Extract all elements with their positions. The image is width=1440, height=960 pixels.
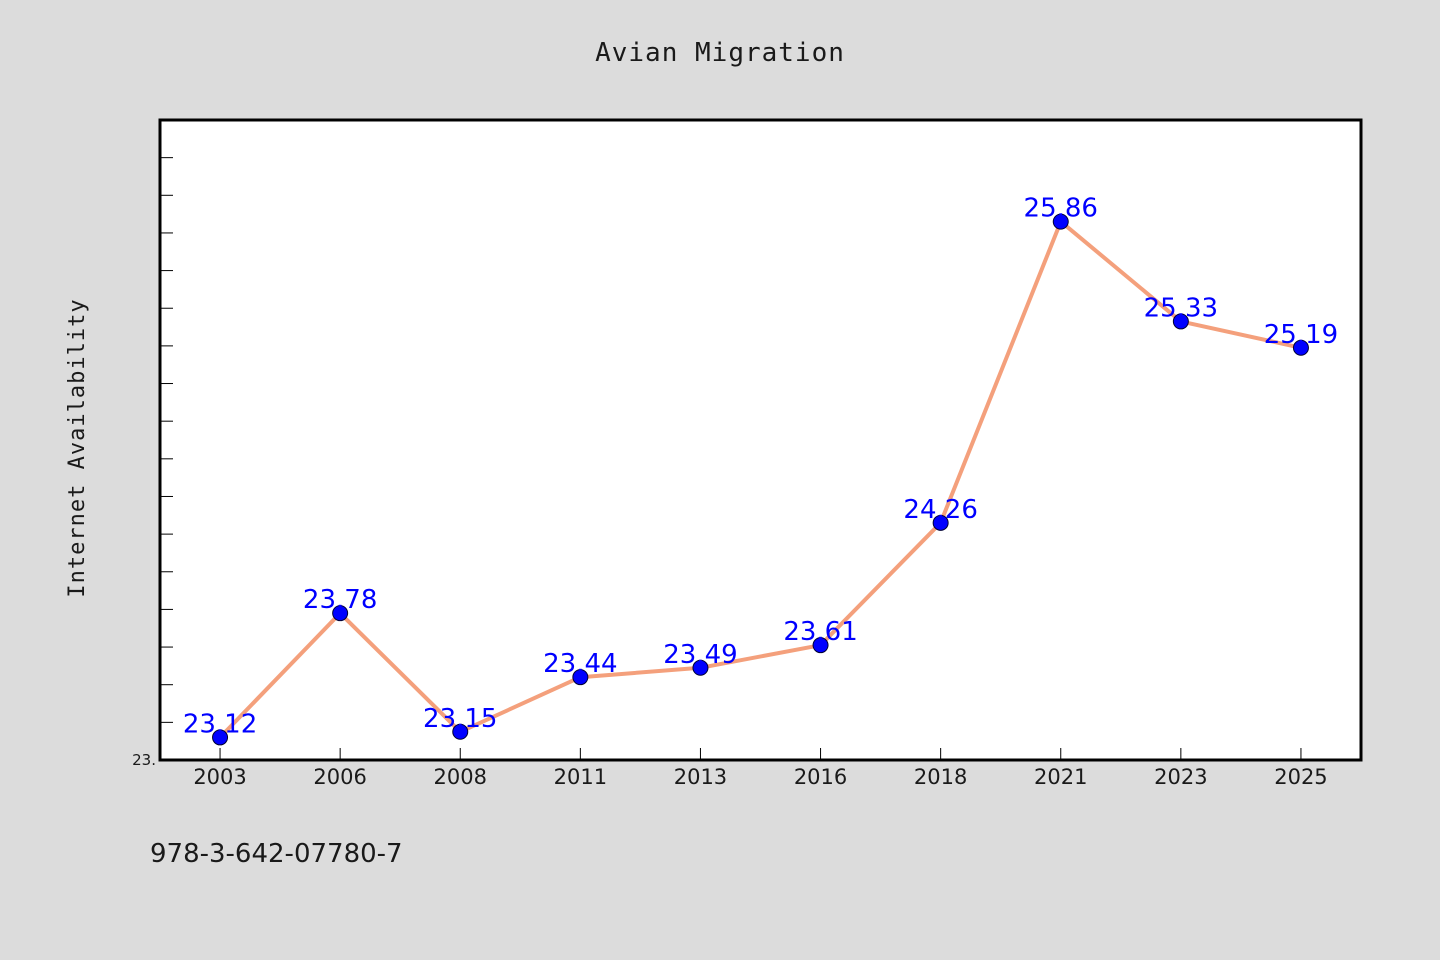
data-label: 23.61 (783, 617, 857, 647)
data-label: 23.49 (663, 640, 737, 670)
x-tick-label: 2021 (1034, 765, 1087, 789)
x-tick-label: 2003 (193, 765, 246, 789)
x-tick-label: 2011 (554, 765, 607, 789)
series-line (218, 219, 1303, 740)
data-point (812, 637, 829, 654)
data-point (452, 723, 469, 740)
data-label: 23.12 (183, 709, 257, 739)
data-label: 25.19 (1264, 320, 1338, 350)
x-tick-label: 2018 (914, 765, 967, 789)
data-point (212, 729, 229, 746)
data-label: 23.78 (303, 585, 377, 615)
chart-title: Avian Migration (595, 38, 845, 68)
data-label: 24.26 (903, 495, 977, 525)
footer-code: 978-3-642-07780-7 (150, 839, 403, 869)
data-labels: 23.12 23.78 23.15 23.44 23.49 23.61 24.26 25.86… (183, 194, 1338, 740)
x-tick-label: 2006 (313, 765, 366, 789)
data-point (1292, 339, 1309, 356)
plot-area (160, 120, 1361, 760)
series-layer (212, 213, 1309, 746)
data-point (692, 659, 709, 676)
plot-frame (158, 118, 1363, 762)
data-label: 23.44 (543, 649, 617, 679)
y-tick-label: 23. (132, 751, 156, 769)
x-tick-label: 2013 (674, 765, 727, 789)
x-tick-label: 2025 (1274, 765, 1327, 789)
data-point (932, 514, 949, 531)
x-tick-label: 2008 (434, 765, 487, 789)
data-label: 25.86 (1024, 194, 1098, 224)
data-point (1172, 313, 1189, 330)
data-point (572, 669, 589, 686)
data-label: 23.15 (423, 704, 497, 734)
x-tick-label: 2016 (794, 765, 847, 789)
y-axis-ticks: 23. (132, 119, 173, 769)
data-point (332, 605, 349, 622)
x-axis-ticks: 2003 2006 2008 2011 2013 2016 2018 2021 2023 2025 (193, 748, 1328, 789)
y-axis-label: Internet Availability (65, 298, 90, 597)
data-point (1052, 213, 1069, 230)
x-tick-label: 2023 (1154, 765, 1207, 789)
data-label: 25.33 (1144, 293, 1218, 323)
